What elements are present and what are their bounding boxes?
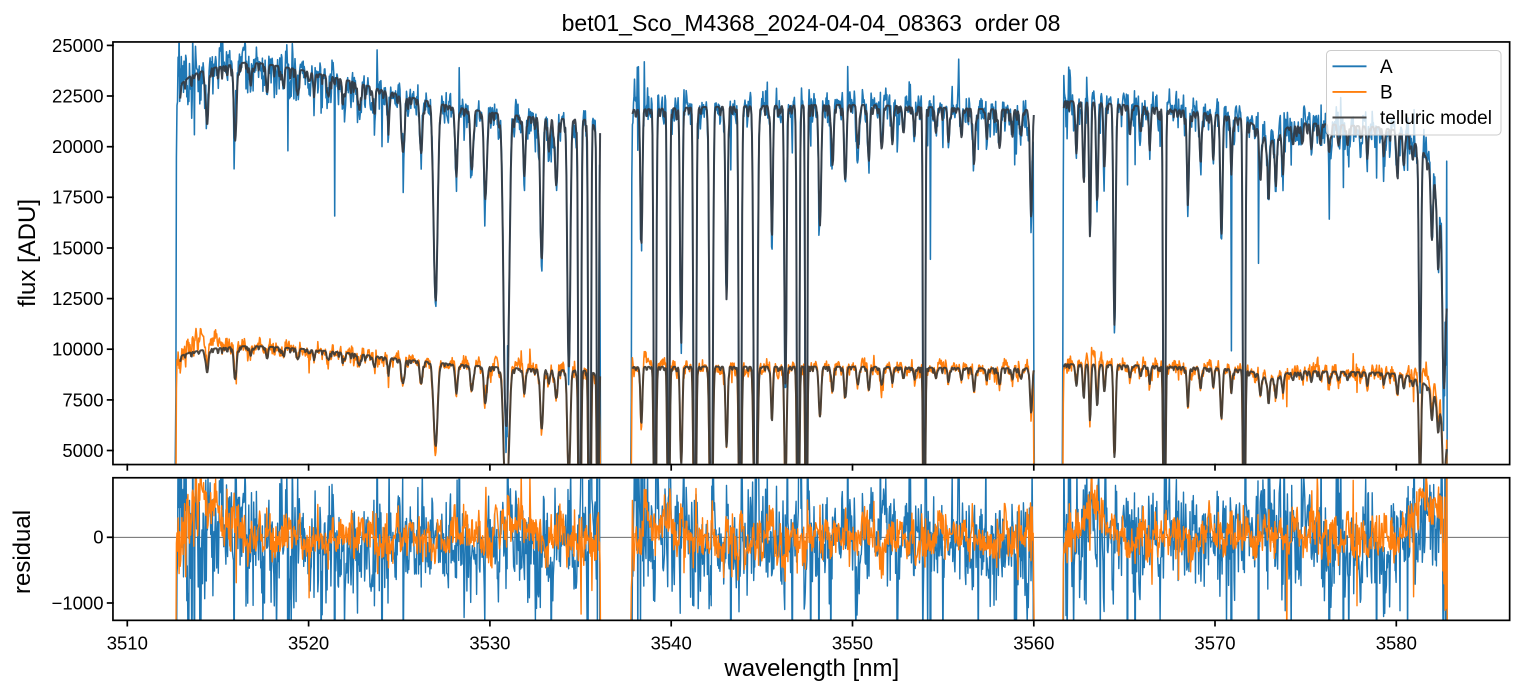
svg-text:22500: 22500 [52, 85, 103, 106]
svg-text:25000: 25000 [52, 35, 103, 56]
svg-text:3560: 3560 [1013, 633, 1054, 654]
svg-text:B: B [1380, 82, 1393, 103]
svg-text:3530: 3530 [469, 633, 510, 654]
svg-text:3580: 3580 [1376, 633, 1417, 654]
svg-text:3520: 3520 [288, 633, 329, 654]
svg-text:3540: 3540 [651, 633, 692, 654]
svg-text:telluric model: telluric model [1380, 108, 1492, 129]
svg-text:15000: 15000 [52, 237, 103, 258]
svg-text:5000: 5000 [62, 440, 103, 461]
svg-text:flux [ADU]: flux [ADU] [14, 199, 41, 307]
svg-text:20000: 20000 [52, 136, 103, 157]
svg-text:0: 0 [93, 527, 103, 548]
svg-text:wavelength [nm]: wavelength [nm] [723, 655, 899, 682]
svg-text:17500: 17500 [52, 187, 103, 208]
svg-text:bet01_Sco_M4368_2024-04-04_083: bet01_Sco_M4368_2024-04-04_08363 order 0… [562, 10, 1061, 36]
svg-text:3550: 3550 [832, 633, 873, 654]
svg-text:7500: 7500 [62, 389, 103, 410]
svg-text:3510: 3510 [107, 633, 148, 654]
svg-text:−1000: −1000 [52, 592, 104, 613]
svg-text:10000: 10000 [52, 339, 103, 360]
svg-text:A: A [1380, 57, 1393, 78]
svg-text:3570: 3570 [1194, 633, 1235, 654]
svg-text:residual: residual [9, 510, 36, 594]
svg-text:12500: 12500 [52, 288, 103, 309]
